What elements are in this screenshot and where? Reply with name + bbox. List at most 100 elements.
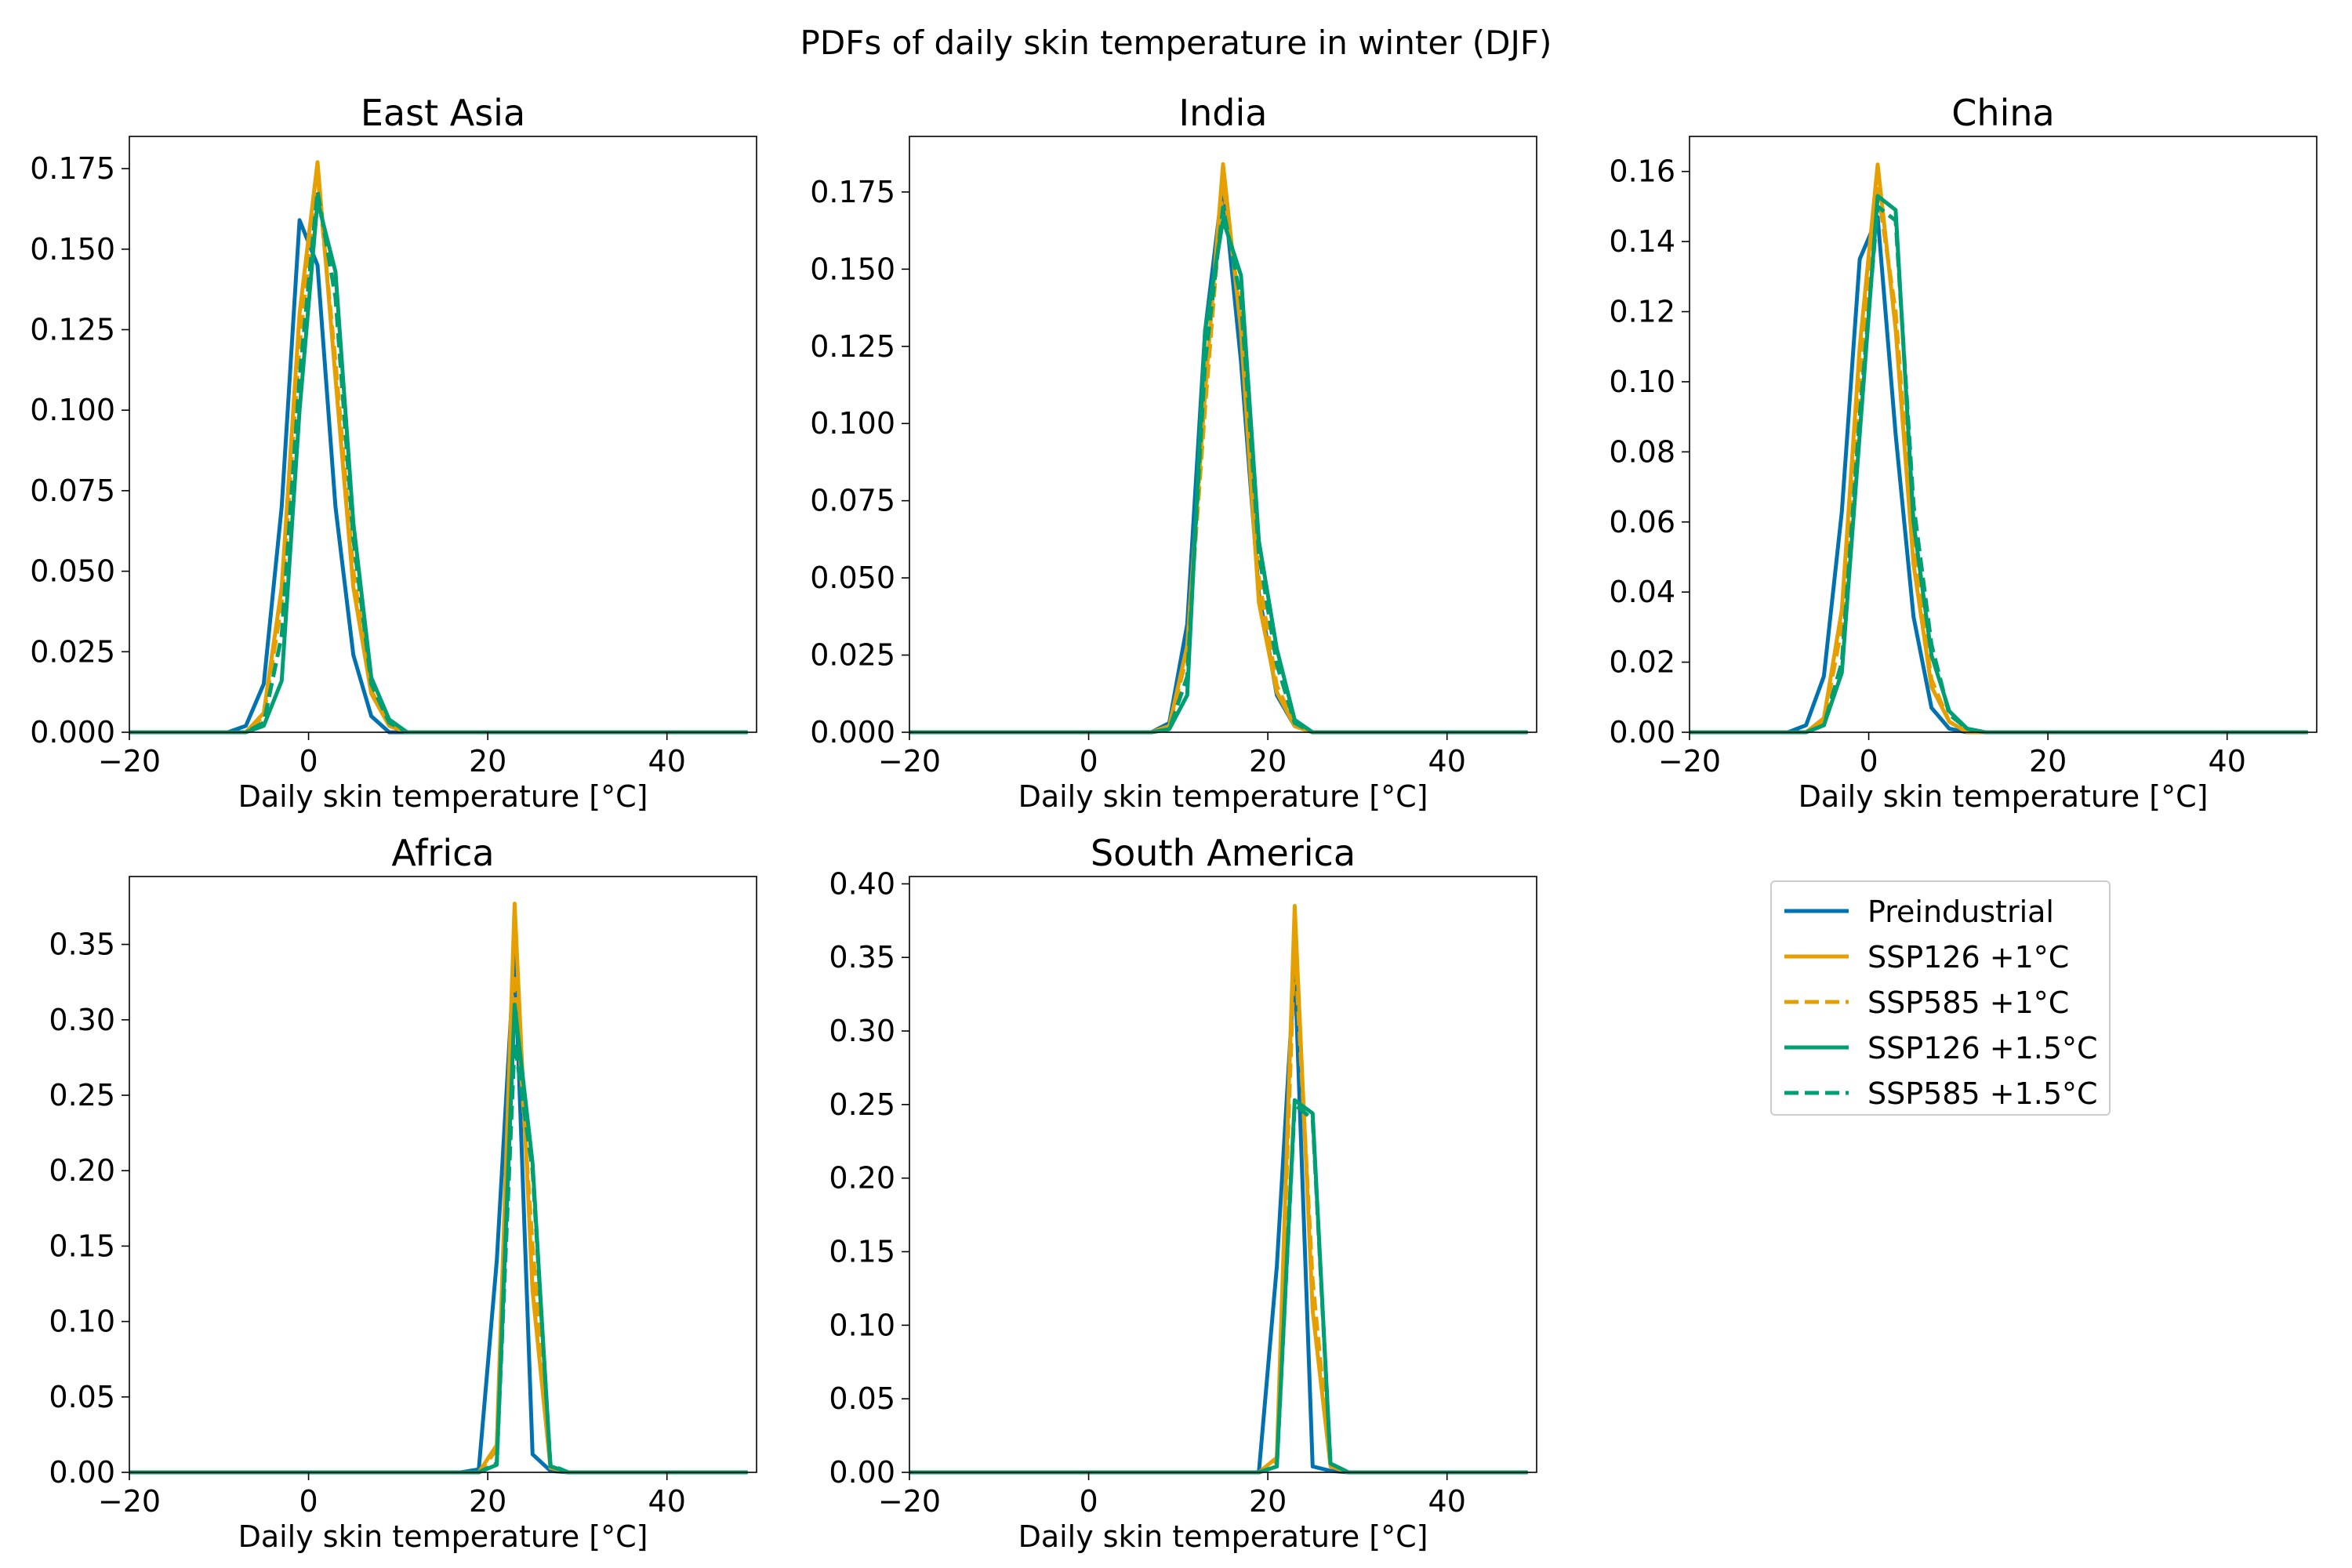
x-tick-label: 40 (1428, 744, 1466, 779)
y-tick-label: 0.20 (49, 1153, 115, 1188)
legend: Preindustrial SSP126 +1°C SSP585 +1°C SS… (1770, 880, 2111, 1116)
y-tick-label: 0.050 (810, 561, 895, 595)
y-tick-label: 0.15 (829, 1235, 895, 1269)
y-tick-label: 0.12 (1609, 295, 1675, 329)
y-tick-label: 0.025 (30, 634, 115, 669)
y-tick-label: 0.150 (810, 252, 895, 286)
x-tick-label: −20 (878, 744, 941, 779)
x-axis-label: Daily skin temperature [°C] (238, 1519, 648, 1554)
y-tick-label: 0.125 (810, 329, 895, 364)
legend-label: SSP126 +1°C (1867, 940, 2070, 975)
y-tick-label: 0.40 (829, 866, 895, 901)
x-axis-label: Daily skin temperature [°C] (238, 779, 648, 814)
x-tick-label: 40 (648, 1484, 686, 1519)
legend-swatch-ssp126-1 (1784, 954, 1849, 959)
y-tick-label: 0.15 (49, 1229, 115, 1263)
panel-title: Africa (391, 832, 494, 874)
panel-title: South America (1091, 832, 1356, 874)
legend-swatch-ssp585-1 (1784, 1000, 1849, 1004)
y-tick-label: 0.16 (1609, 154, 1675, 189)
y-tick-label: 0.100 (30, 393, 115, 427)
y-tick-label: 0.25 (49, 1078, 115, 1112)
y-tick-label: 0.10 (829, 1308, 895, 1342)
x-tick-label: 20 (469, 1484, 506, 1519)
x-tick-label: 40 (1428, 1484, 1466, 1519)
y-tick-label: 0.20 (829, 1161, 895, 1196)
y-tick-label: 0.14 (1609, 224, 1675, 259)
plot-frame (909, 136, 1537, 733)
y-tick-label: 0.175 (30, 151, 115, 186)
y-tick-label: 0.08 (1609, 434, 1675, 469)
panel-title: China (1951, 92, 2054, 134)
y-tick-label: 0.35 (829, 940, 895, 975)
y-tick-label: 0.30 (49, 1003, 115, 1037)
legend-item-ssp126-1: SSP126 +1°C (1772, 935, 2109, 981)
x-tick-label: 0 (1859, 744, 1878, 779)
plot-frame (909, 876, 1537, 1473)
y-tick-label: 0.10 (49, 1305, 115, 1339)
series-line-3 (909, 1098, 1528, 1475)
y-tick-label: 0.000 (30, 715, 115, 750)
y-tick-label: 0.150 (30, 232, 115, 267)
x-tick-label: 0 (1079, 744, 1098, 779)
x-tick-label: 20 (1249, 744, 1287, 779)
panel-title: East Asia (361, 92, 525, 134)
y-tick-label: 0.00 (49, 1455, 115, 1490)
x-tick-label: 20 (1249, 1484, 1287, 1519)
y-tick-label: 0.100 (810, 406, 895, 441)
plot-frame (129, 136, 757, 733)
y-tick-label: 0.10 (1609, 365, 1675, 399)
x-tick-label: −20 (878, 1484, 941, 1519)
series-line-4 (909, 1102, 1528, 1475)
series-line-0 (909, 963, 1528, 1475)
plot-frame (129, 876, 757, 1473)
y-tick-label: 0.075 (30, 474, 115, 508)
panel-title: India (1179, 92, 1268, 134)
x-tick-label: 0 (299, 744, 318, 779)
x-tick-label: 40 (2209, 744, 2246, 779)
figure-title: PDFs of daily skin temperature in winter… (800, 24, 1552, 62)
x-axis-label: Daily skin temperature [°C] (1018, 779, 1428, 814)
y-tick-label: 0.25 (829, 1087, 895, 1122)
y-tick-label: 0.02 (1609, 645, 1675, 680)
legend-label: SSP585 +1.5°C (1867, 1076, 2098, 1111)
legend-label: SSP585 +1°C (1867, 985, 2070, 1020)
x-tick-label: −20 (98, 744, 161, 779)
x-tick-label: 20 (469, 744, 506, 779)
y-tick-label: 0.30 (829, 1014, 895, 1048)
legend-swatch-preindustrial (1784, 909, 1849, 913)
y-tick-label: 0.025 (810, 638, 895, 673)
series-line-1 (909, 904, 1528, 1475)
y-tick-label: 0.05 (49, 1380, 115, 1414)
legend-label: Preindustrial (1867, 895, 2054, 929)
legend-swatch-ssp126-1-5 (1784, 1045, 1849, 1050)
y-tick-label: 0.05 (829, 1381, 895, 1416)
y-tick-label: 0.075 (810, 484, 895, 518)
x-tick-label: 0 (299, 1484, 318, 1519)
legend-item-ssp585-1-5: SSP585 +1.5°C (1772, 1072, 2109, 1117)
x-tick-label: 0 (1079, 1484, 1098, 1519)
legend-label: SSP126 +1.5°C (1867, 1031, 2098, 1065)
y-tick-label: 0.04 (1609, 575, 1675, 609)
y-tick-label: 0.06 (1609, 505, 1675, 539)
y-tick-label: 0.125 (30, 312, 115, 347)
y-tick-label: 0.00 (829, 1455, 895, 1490)
plot-frame (1689, 136, 2318, 733)
x-tick-label: 20 (2029, 744, 2067, 779)
y-tick-label: 0.175 (810, 175, 895, 209)
legend-item-preindustrial: Preindustrial (1772, 890, 2109, 935)
y-tick-label: 0.00 (1609, 715, 1675, 750)
legend-swatch-ssp585-1-5 (1784, 1091, 1849, 1095)
x-tick-label: −20 (98, 1484, 161, 1519)
x-tick-label: −20 (1658, 744, 1721, 779)
y-tick-label: 0.000 (810, 715, 895, 750)
x-axis-label: Daily skin temperature [°C] (1018, 1519, 1428, 1554)
legend-item-ssp585-1: SSP585 +1°C (1772, 981, 2109, 1026)
x-axis-label: Daily skin temperature [°C] (1798, 779, 2209, 814)
